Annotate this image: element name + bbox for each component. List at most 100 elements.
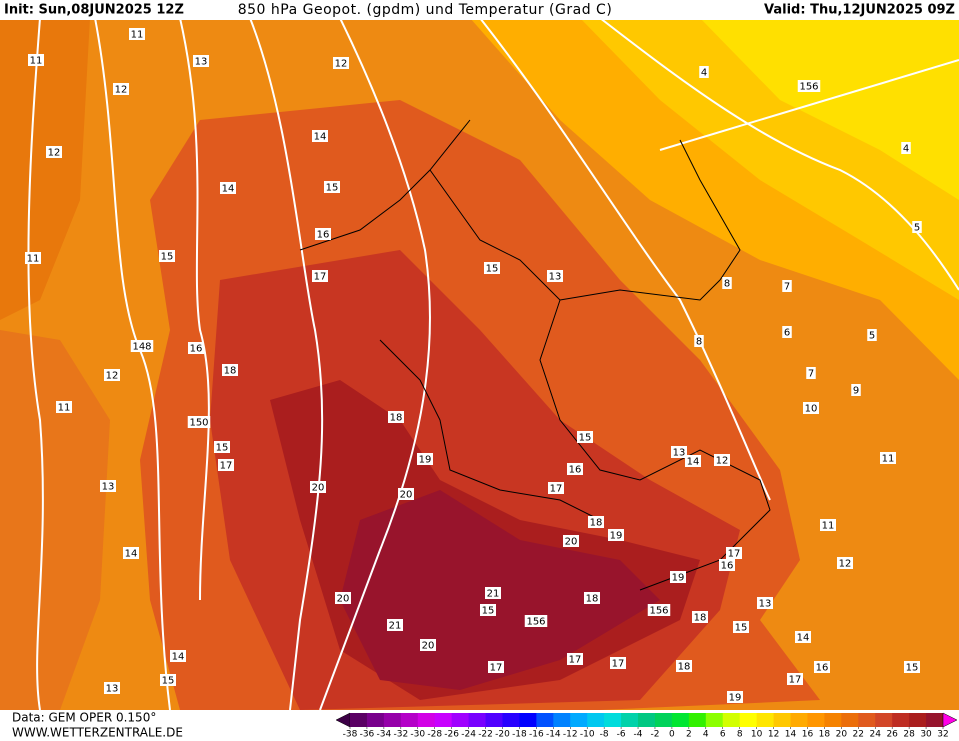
label-text: 5 bbox=[869, 331, 875, 342]
colorbar-tick-label: 12 bbox=[768, 730, 779, 740]
colorbar-tick-label: 24 bbox=[870, 730, 882, 740]
colorbar-bin bbox=[807, 713, 825, 727]
colorbar-tick-label: -28 bbox=[427, 730, 442, 740]
colorbar-tick-label: 14 bbox=[785, 730, 797, 740]
contour-label: 9 bbox=[851, 384, 861, 397]
label-text: 20 bbox=[400, 490, 413, 501]
contour-label: 18 bbox=[222, 364, 238, 377]
label-box bbox=[912, 221, 922, 233]
contour-label: 14 bbox=[123, 547, 139, 560]
colorbar-bin bbox=[502, 713, 520, 727]
label-text: 156 bbox=[649, 606, 668, 617]
label-box bbox=[315, 228, 331, 240]
label-box bbox=[820, 519, 836, 531]
label-text: 17 bbox=[612, 659, 625, 670]
label-text: 15 bbox=[486, 264, 499, 275]
label-box bbox=[610, 657, 626, 669]
label-box bbox=[567, 653, 583, 665]
contour-label: 8 bbox=[694, 335, 704, 348]
label-box bbox=[867, 329, 877, 341]
colorbar-tick-label: 30 bbox=[920, 730, 932, 740]
contour-label: 12 bbox=[46, 146, 62, 159]
label-box bbox=[567, 463, 583, 475]
contour-label: 19 bbox=[670, 571, 686, 584]
label-text: 18 bbox=[390, 413, 403, 424]
label-box bbox=[647, 604, 671, 616]
label-text: 15 bbox=[326, 183, 339, 194]
label-text: 7 bbox=[784, 282, 790, 293]
label-text: 21 bbox=[487, 589, 500, 600]
label-text: 16 bbox=[569, 465, 582, 476]
colorbar-tick-label: -8 bbox=[600, 730, 609, 740]
contour-label: 11 bbox=[880, 452, 896, 465]
contour-label: 11 bbox=[25, 252, 41, 265]
contour-label: 18 bbox=[388, 411, 404, 424]
colorbar-bin bbox=[621, 713, 639, 727]
label-box bbox=[387, 619, 403, 631]
label-text: 7 bbox=[808, 369, 814, 380]
contour-label: 13 bbox=[100, 480, 116, 493]
label-text: 14 bbox=[797, 633, 810, 644]
label-text: 13 bbox=[195, 57, 208, 68]
contour-label: 15 bbox=[904, 661, 920, 674]
label-text: 6 bbox=[784, 328, 790, 339]
label-text: 11 bbox=[58, 403, 71, 414]
label-box bbox=[170, 650, 186, 662]
colorbar-tick-label: 2 bbox=[686, 730, 692, 740]
colorbar-tick-label: -18 bbox=[512, 730, 527, 740]
colorbar-tick-label: -16 bbox=[529, 730, 544, 740]
label-text: 15 bbox=[162, 676, 175, 687]
label-text: 17 bbox=[490, 663, 503, 674]
contour-label: 15 bbox=[160, 674, 176, 687]
contour-label: 17 bbox=[610, 657, 626, 670]
label-text: 17 bbox=[220, 461, 233, 472]
borders bbox=[299, 119, 771, 591]
data-source: Data: GEM OPER 0.150° bbox=[12, 711, 156, 725]
colorbar-bin bbox=[434, 713, 453, 727]
contour-label: 7 bbox=[782, 280, 792, 293]
label-text: 13 bbox=[673, 448, 686, 459]
contour-label: 156 bbox=[797, 80, 821, 93]
colorbar-bin bbox=[688, 713, 707, 727]
colorbar-bin bbox=[926, 713, 944, 727]
header-bar bbox=[0, 0, 959, 20]
colorbar-bin bbox=[654, 713, 673, 727]
label-text: 8 bbox=[724, 279, 730, 290]
colorbar-bin bbox=[638, 713, 656, 727]
contour-label: 16 bbox=[567, 463, 583, 476]
label-box bbox=[480, 604, 496, 616]
label-text: 12 bbox=[716, 456, 729, 467]
colorbar-tick-label: 10 bbox=[751, 730, 763, 740]
init-time: Init: Sun,08JUN2025 12Z bbox=[4, 3, 184, 18]
colorbar-tick-label: -2 bbox=[650, 730, 659, 740]
label-box bbox=[420, 639, 436, 651]
contour-label: 21 bbox=[485, 587, 501, 600]
colorbar: -38 -36 -34 -32 -30 -28 -26 -24 -22 -20 -18 -16 -14-… bbox=[335, 712, 958, 740]
label-text: 13 bbox=[549, 272, 562, 283]
label-box bbox=[782, 326, 792, 338]
colorbar-bin bbox=[705, 713, 724, 727]
label-box bbox=[388, 411, 404, 423]
label-box bbox=[584, 592, 600, 604]
contour-label: 15 bbox=[480, 604, 496, 617]
colorbar-bin bbox=[824, 713, 842, 727]
label-text: 20 bbox=[422, 641, 435, 652]
label-box bbox=[787, 673, 803, 685]
colorbar-bin bbox=[485, 713, 503, 727]
label-box bbox=[46, 146, 62, 158]
label-text: 10 bbox=[805, 404, 818, 415]
colorbar-tick-label: 18 bbox=[819, 730, 831, 740]
colorbar-bin bbox=[756, 713, 775, 727]
colorbar-bin bbox=[790, 713, 808, 727]
contour-label: 6 bbox=[782, 326, 792, 339]
label-box bbox=[577, 431, 593, 443]
colorbar-tick-label: -22 bbox=[478, 730, 493, 740]
label-text: 19 bbox=[672, 573, 685, 584]
label-text: 15 bbox=[579, 433, 592, 444]
contour-label: 13 bbox=[193, 55, 209, 68]
colorbar-tick-label: -24 bbox=[461, 730, 476, 740]
contour-label: 18 bbox=[584, 592, 600, 605]
colorbar-tick-label: 26 bbox=[886, 730, 898, 740]
label-box bbox=[310, 481, 326, 493]
